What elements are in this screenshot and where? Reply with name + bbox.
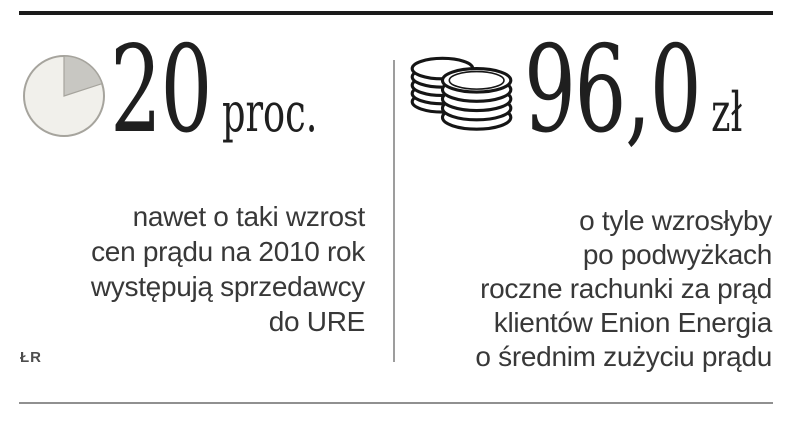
stat-number: 20 <box>110 21 212 160</box>
stat-number: 96,0 <box>524 21 702 160</box>
caption-line: po podwyżkach <box>582 239 772 270</box>
stat-unit: zł <box>711 81 743 144</box>
author-initials: ŁR <box>20 349 42 366</box>
coin-stacks-icon <box>410 56 513 131</box>
pie-chart-20-percent-icon <box>23 55 105 137</box>
caption-line: o średnim zużyciu prądu <box>475 341 772 372</box>
caption-line: o tyle wzrosłyby <box>579 205 772 236</box>
pie-wedge-20pct <box>63 55 103 97</box>
stat-value-left: 20 proc. <box>110 31 317 151</box>
panel-divider <box>393 60 395 362</box>
caption-line: występują sprzedawcy <box>90 271 365 302</box>
stat-caption-right: o tyle wzrosłyby po podwyżkach roczne ra… <box>420 204 772 374</box>
stat-unit: proc. <box>221 81 318 144</box>
caption-line: klientów Enion Energia <box>493 307 773 338</box>
caption-line: nawet o taki wzrost <box>132 201 366 232</box>
caption-line: cen prądu na 2010 rok <box>91 236 365 267</box>
stat-value-right: 96,0 zł <box>524 31 742 151</box>
bottom-rule <box>19 402 773 404</box>
top-rule <box>19 11 773 15</box>
caption-line: do URE <box>268 306 366 337</box>
stat-caption-left: nawet o taki wzrost cen prądu na 2010 ro… <box>40 199 365 339</box>
caption-line: roczne rachunki za prąd <box>480 273 772 304</box>
